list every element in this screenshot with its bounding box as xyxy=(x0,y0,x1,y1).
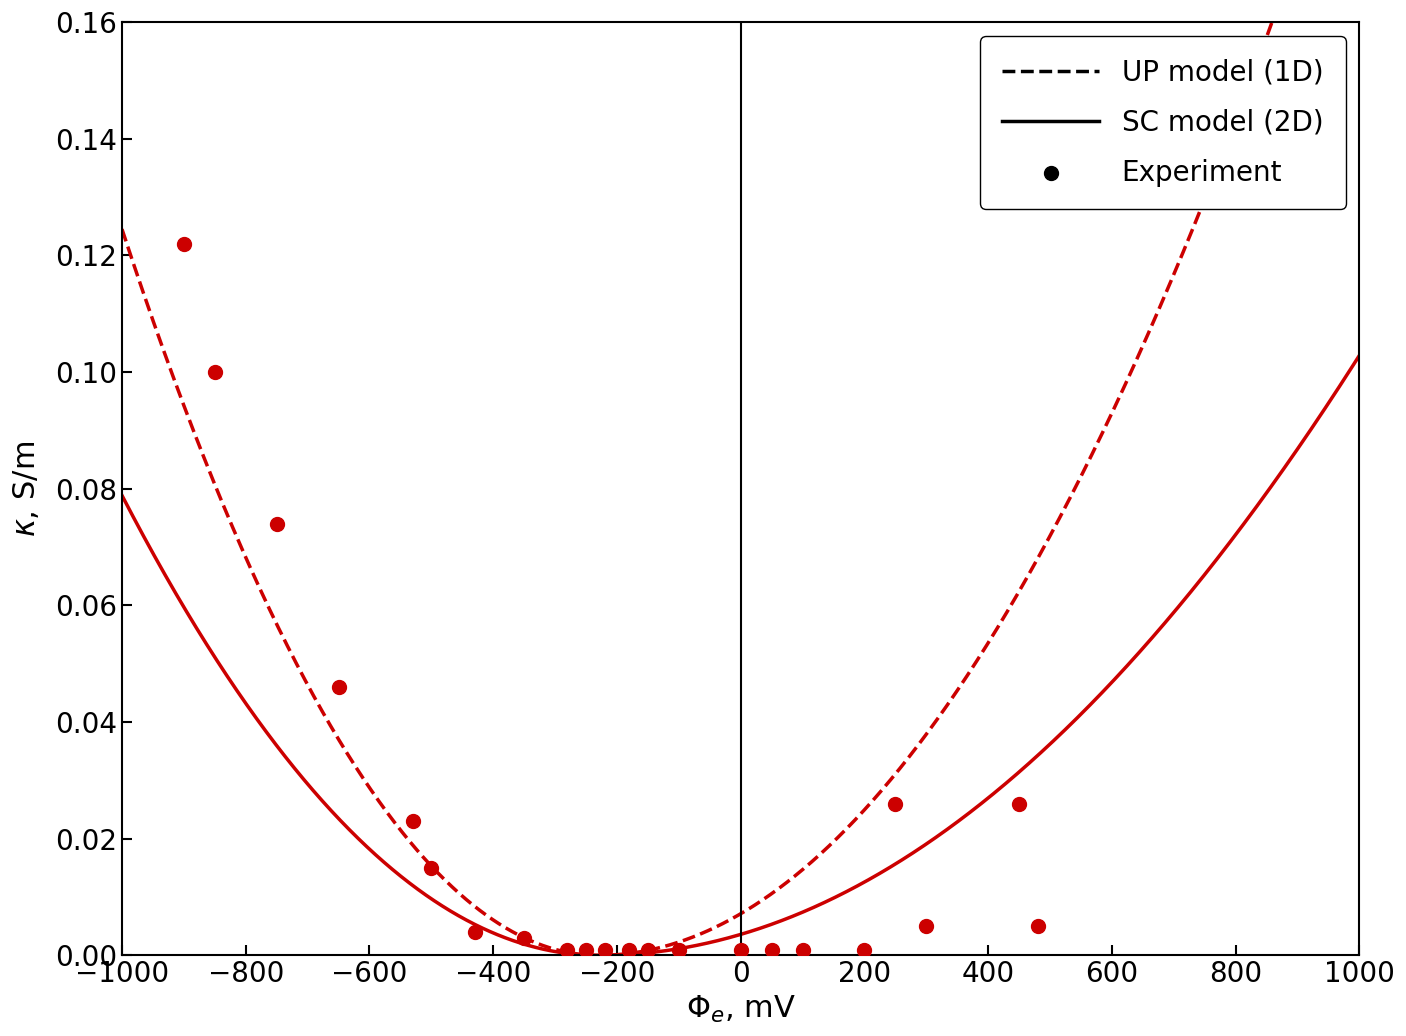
Line: SC model (2D): SC model (2D) xyxy=(122,355,1360,955)
Experiment xyxy=(637,942,659,958)
Experiment xyxy=(730,942,752,958)
SC model (2D) xyxy=(591,949,607,961)
SC model (2D) xyxy=(1351,349,1368,362)
Y-axis label: $\kappa$, S/m: $\kappa$, S/m xyxy=(11,440,41,537)
Experiment xyxy=(593,942,616,958)
Experiment xyxy=(402,813,425,830)
Experiment xyxy=(328,679,350,695)
UP model (1D) xyxy=(856,804,873,816)
SC model (2D) xyxy=(1132,645,1149,658)
Experiment xyxy=(204,364,226,380)
Experiment xyxy=(884,796,907,812)
Experiment xyxy=(792,942,814,958)
Experiment xyxy=(853,942,876,958)
Experiment xyxy=(915,918,938,934)
UP model (1D) xyxy=(591,949,607,961)
SC model (2D) xyxy=(856,875,873,888)
Experiment xyxy=(557,942,579,958)
Experiment xyxy=(173,235,195,252)
UP model (1D) xyxy=(918,727,935,740)
UP model (1D) xyxy=(1265,10,1282,23)
UP model (1D) xyxy=(114,223,131,235)
SC model (2D) xyxy=(918,837,935,850)
SC model (2D) xyxy=(339,821,356,833)
Experiment xyxy=(1026,918,1049,934)
Experiment xyxy=(464,924,486,941)
SC model (2D) xyxy=(114,489,131,501)
UP model (1D) xyxy=(1132,347,1149,359)
Legend: UP model (1D), SC model (2D), Experiment: UP model (1D), SC model (2D), Experiment xyxy=(980,36,1346,209)
Experiment xyxy=(668,942,690,958)
Line: UP model (1D): UP model (1D) xyxy=(122,17,1360,955)
Experiment xyxy=(1008,796,1031,812)
SC model (2D) xyxy=(586,949,603,961)
UP model (1D) xyxy=(1038,538,1054,550)
Experiment xyxy=(420,860,443,876)
SC model (2D) xyxy=(1038,742,1054,754)
Experiment xyxy=(266,516,288,533)
Experiment xyxy=(761,942,783,958)
Experiment xyxy=(513,929,536,946)
UP model (1D) xyxy=(1351,10,1368,23)
Experiment xyxy=(575,942,598,958)
X-axis label: $\Phi_e$, mV: $\Phi_e$, mV xyxy=(686,994,796,1025)
UP model (1D) xyxy=(339,747,356,759)
UP model (1D) xyxy=(586,949,603,961)
Experiment xyxy=(619,942,641,958)
